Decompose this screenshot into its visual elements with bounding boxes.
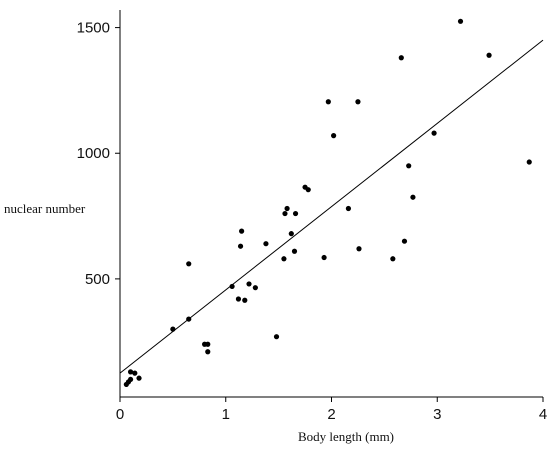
data-point: [229, 283, 235, 290]
data-point: [246, 281, 252, 287]
x-tick-label: 0: [116, 406, 124, 423]
data-point: [186, 261, 192, 267]
data-point: [431, 130, 437, 136]
data-point: [321, 254, 327, 261]
data-point: [235, 296, 242, 302]
data-point: [345, 205, 352, 212]
data-point: [136, 375, 142, 381]
regression-line-layer: [119, 39, 544, 374]
data-point: [239, 228, 245, 234]
data-point: [127, 376, 134, 383]
data-point: [242, 297, 248, 303]
x-axis-ticks: 0 1 2 3 4: [116, 397, 547, 423]
data-point: [127, 369, 134, 375]
data-point: [281, 256, 287, 262]
y-tick-label: 1000: [77, 145, 110, 162]
data-point: [305, 187, 311, 193]
data-point: [273, 334, 280, 340]
plot-frame: [119, 10, 543, 398]
data-point: [284, 205, 290, 212]
data-point: [486, 52, 492, 58]
data-points: [123, 18, 532, 388]
x-tick-label: 3: [433, 406, 441, 423]
data-point: [291, 248, 298, 254]
data-point: [406, 163, 412, 169]
data-point: [356, 246, 362, 252]
data-point: [398, 55, 404, 61]
y-axis-title: nuclear number: [4, 201, 86, 216]
data-point: [355, 99, 361, 105]
data-point: [186, 316, 192, 322]
data-point: [410, 194, 416, 200]
data-point: [526, 159, 532, 165]
data-point: [170, 326, 176, 332]
y-tick-label: 500: [85, 271, 110, 288]
data-point: [252, 285, 258, 291]
data-point: [457, 18, 464, 24]
data-point: [292, 210, 299, 217]
x-tick-label: 2: [327, 406, 335, 423]
data-point: [205, 341, 211, 347]
data-point: [288, 231, 294, 237]
data-point: [325, 99, 331, 105]
data-point: [390, 256, 396, 262]
regression-line: [119, 39, 544, 374]
y-tick-label: 1500: [77, 20, 110, 37]
data-point: [237, 243, 244, 249]
data-point: [205, 349, 211, 355]
data-point: [132, 370, 138, 376]
x-axis-title: Body length (mm): [298, 429, 394, 444]
data-point: [263, 241, 269, 247]
x-tick-label: 1: [222, 406, 230, 423]
x-tick-label: 4: [539, 406, 547, 423]
data-point: [331, 133, 337, 139]
y-axis-ticks: 500 1000 1500: [77, 20, 120, 288]
data-point: [401, 238, 408, 244]
data-point: [282, 210, 288, 217]
